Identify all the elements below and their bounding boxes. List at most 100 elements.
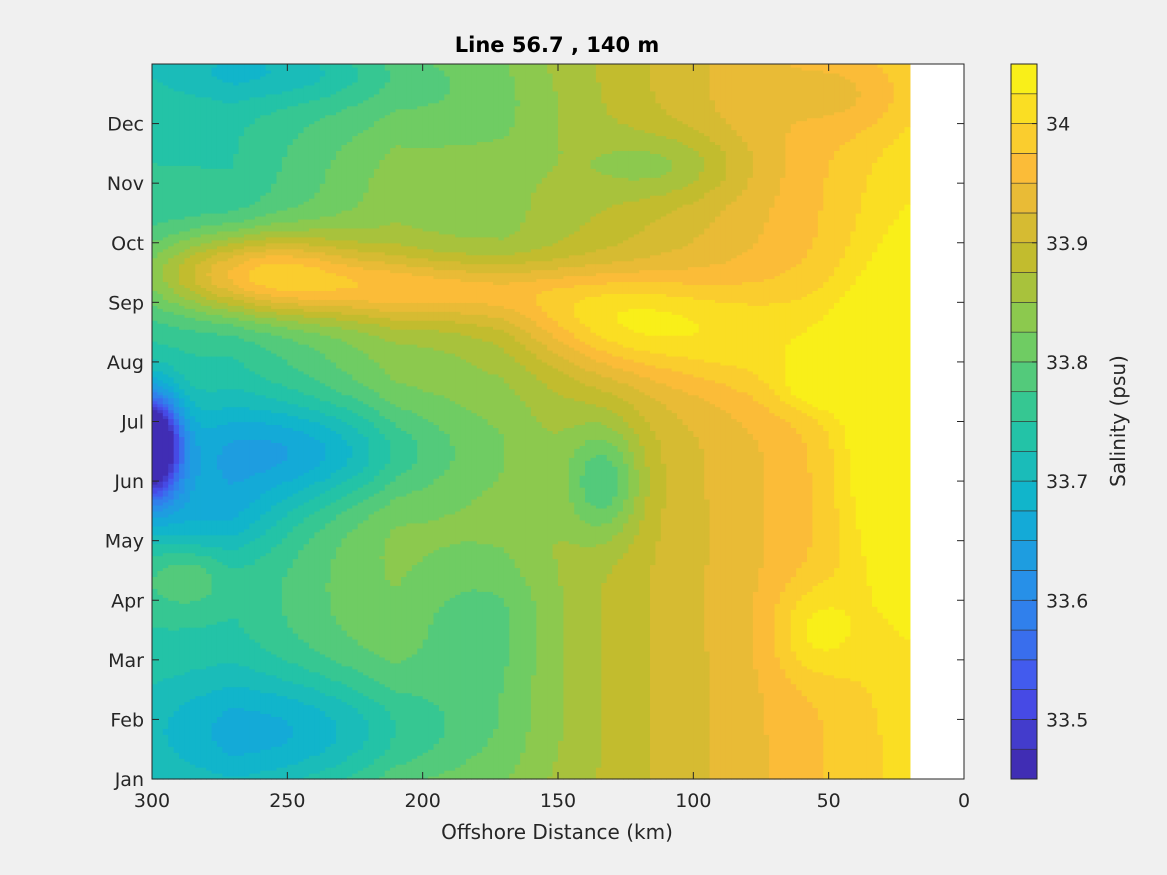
salinity-cell (184, 406, 191, 420)
salinity-cell (254, 239, 261, 247)
salinity-cell (449, 332, 456, 354)
salinity-cell (330, 695, 337, 721)
salinity-cell (579, 367, 586, 384)
salinity-cell (471, 338, 478, 366)
salinity-cell (249, 227, 256, 235)
salinity-cell (346, 141, 353, 211)
salinity-cell (265, 409, 272, 426)
salinity-cell (298, 308, 305, 315)
salinity-cell (401, 64, 408, 110)
salinity-cell (254, 266, 261, 286)
salinity-cell (460, 314, 467, 324)
salinity-cell (541, 427, 548, 780)
salinity-cell (271, 424, 278, 443)
salinity-cell (655, 400, 662, 440)
salinity-cell (828, 674, 835, 780)
salinity-cell (796, 66, 803, 122)
salinity-cell (471, 281, 478, 303)
salinity-cell (308, 394, 315, 411)
salinity-cell (704, 299, 711, 363)
salinity-cell (444, 269, 451, 280)
salinity-cell (558, 326, 565, 342)
salinity-cell (687, 296, 694, 321)
salinity-cell (828, 448, 835, 578)
salinity-cell (844, 615, 851, 637)
salinity-cell (254, 245, 261, 253)
salinity-cell (254, 284, 261, 294)
salinity-cell (298, 218, 305, 232)
salinity-cell (633, 129, 640, 151)
salinity-cell (319, 770, 326, 780)
salinity-cell (465, 281, 472, 303)
salinity-cell (622, 123, 629, 151)
colorbar-level (1010, 599, 1038, 631)
salinity-cell (671, 64, 678, 119)
salinity-cell (352, 281, 359, 289)
salinity-cell (357, 260, 364, 268)
salinity-cell (558, 64, 565, 151)
salinity-cell (552, 90, 559, 166)
salinity-cell (487, 487, 494, 545)
salinity-cell (384, 749, 391, 771)
salinity-cell (660, 352, 667, 369)
salinity-cell (281, 427, 288, 446)
salinity-cell (417, 266, 424, 277)
salinity-cell (260, 215, 267, 226)
salinity-cell (525, 281, 532, 318)
salinity-cell (308, 257, 315, 268)
salinity-cell (444, 513, 451, 548)
salinity-cell (444, 302, 451, 312)
salinity-cell (281, 308, 288, 315)
salinity-cell (428, 624, 435, 703)
salinity-cell (763, 64, 770, 223)
salinity-cell (179, 507, 186, 524)
salinity-cell (449, 302, 456, 312)
salinity-cell (363, 519, 370, 649)
salinity-cell (357, 433, 364, 473)
salinity-cell (265, 236, 272, 244)
salinity-cell (395, 64, 402, 110)
salinity-cell (249, 320, 256, 330)
salinity-cell (184, 564, 191, 604)
salinity-cell (281, 314, 288, 321)
salinity-cell (341, 227, 348, 241)
salinity-cell (276, 290, 283, 297)
salinity-cell (336, 275, 343, 289)
salinity-cell (487, 305, 494, 318)
salinity-cell (617, 293, 624, 312)
salinity-cell (595, 454, 602, 509)
salinity-cell (162, 415, 169, 420)
salinity-cell (595, 171, 602, 214)
salinity-cell (465, 272, 472, 283)
salinity-cell (606, 207, 613, 247)
salinity-cell (855, 275, 862, 530)
salinity-cell (682, 64, 689, 125)
salinity-cell (785, 582, 792, 679)
salinity-cell (195, 263, 202, 286)
salinity-cell (292, 230, 299, 238)
salinity-cell (189, 415, 196, 432)
salinity-cell (319, 311, 326, 318)
salinity-cell (774, 394, 781, 417)
salinity-cell (379, 251, 386, 262)
salinity-cell (579, 445, 586, 476)
salinity-cell (601, 263, 608, 274)
salinity-cell (260, 749, 267, 771)
salinity-cell (449, 320, 456, 333)
x-axis: 300 250 200 150 100 50 0 (134, 64, 970, 812)
salinity-cell (292, 64, 299, 89)
salinity-cell (254, 773, 261, 780)
salinity-cell (671, 117, 678, 140)
salinity-cell (373, 493, 380, 512)
salinity-cell (633, 495, 640, 536)
salinity-cell (336, 391, 343, 408)
salinity-cell (292, 415, 299, 432)
salinity-cell (666, 251, 673, 271)
salinity-cell (687, 373, 694, 396)
salinity-cell (449, 64, 456, 146)
salinity-cell (346, 84, 353, 107)
salinity-cell (319, 64, 326, 71)
salinity-cell (796, 299, 803, 336)
salinity-cell (503, 263, 510, 274)
